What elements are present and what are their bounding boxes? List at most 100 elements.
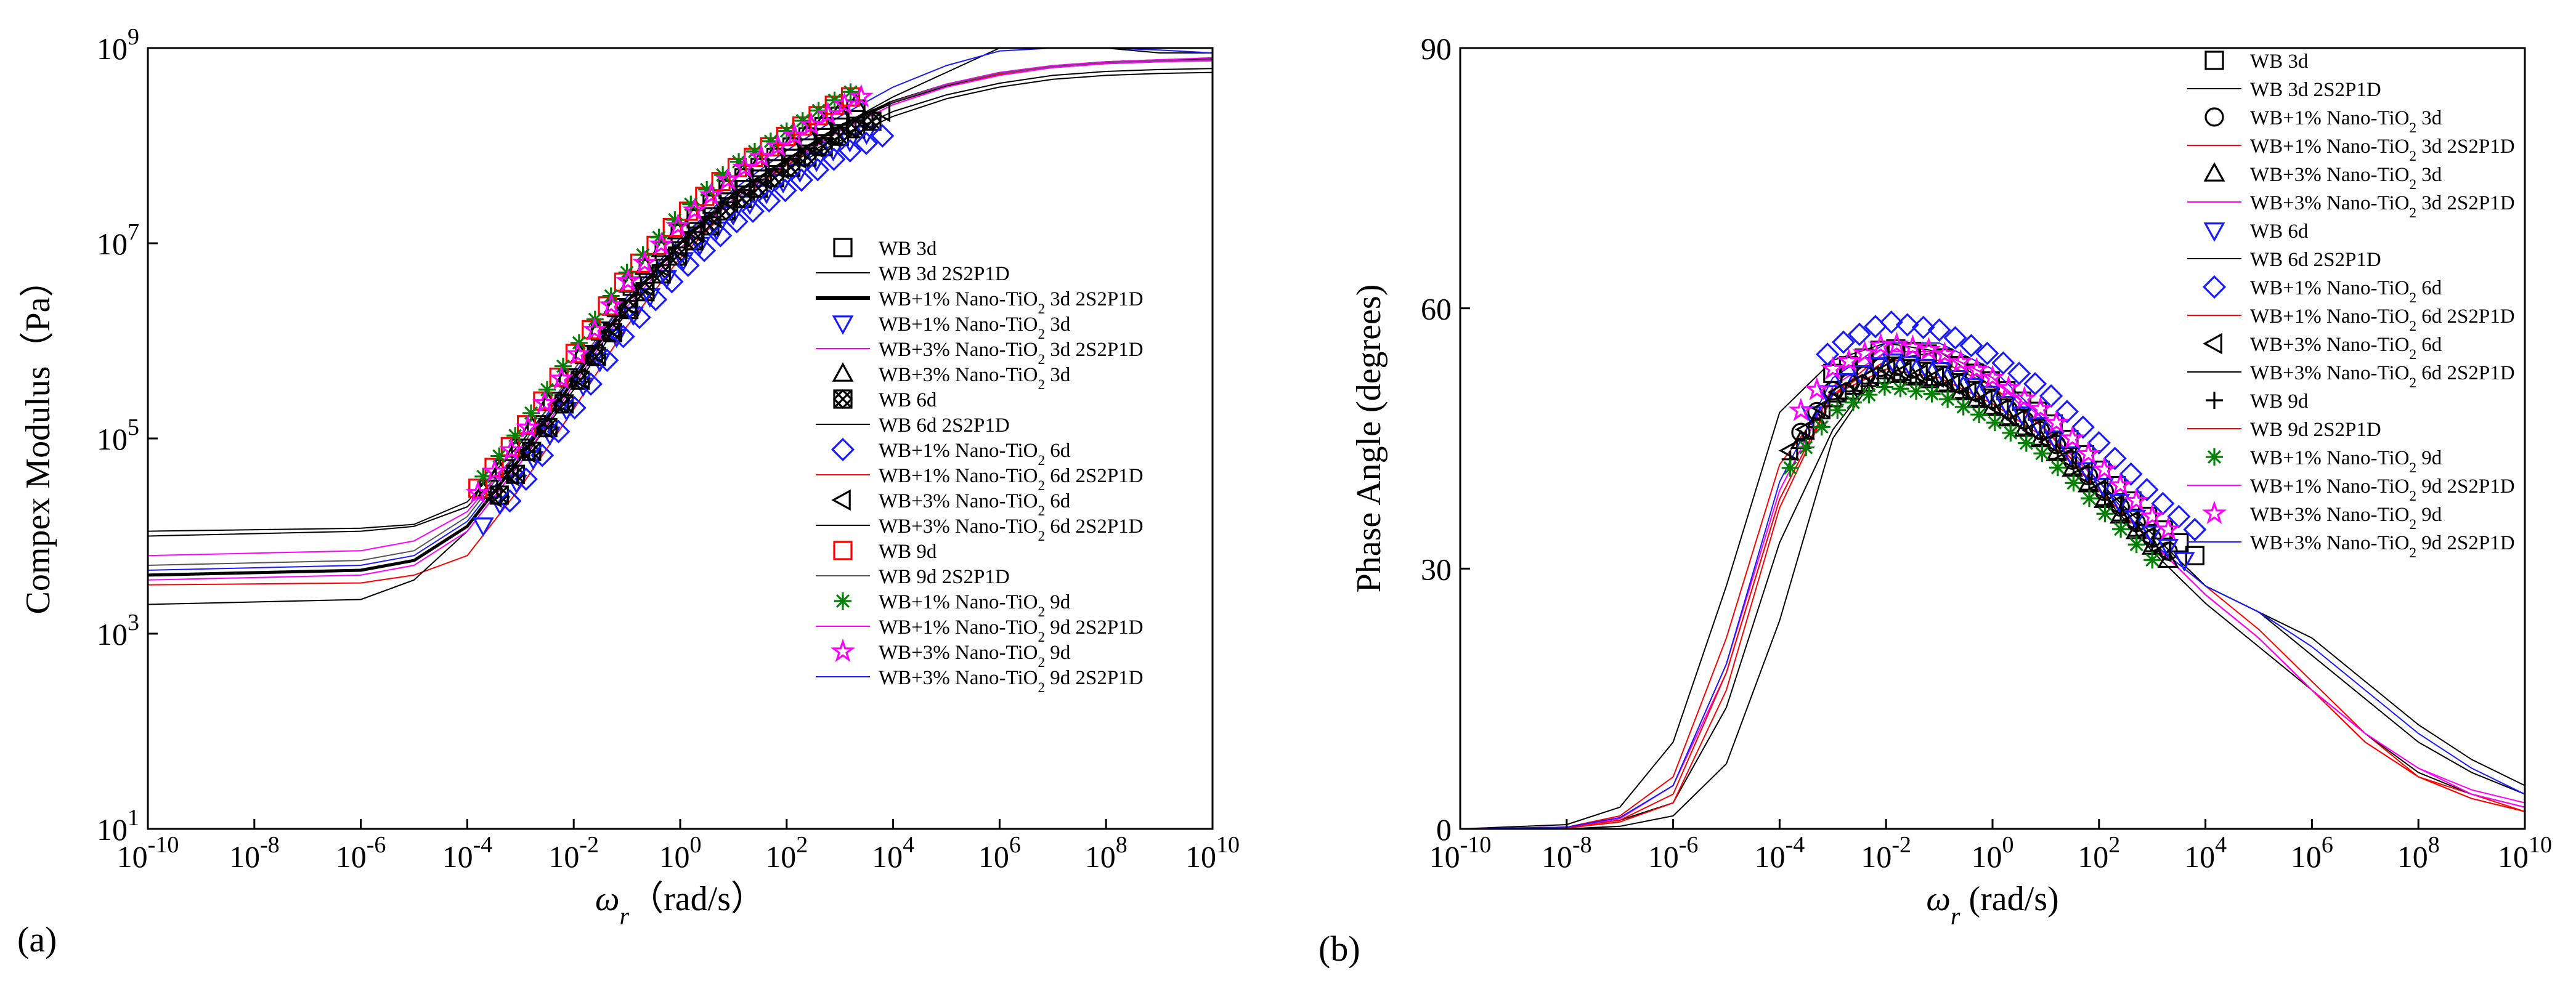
x-tick-label: 10-2 bbox=[548, 832, 599, 874]
point-wb-3-nano-tio2-9d bbox=[2156, 516, 2181, 541]
point-wb-1-nano-tio2-9d bbox=[1970, 406, 1988, 424]
series-wb-1-nano-tio2-9d bbox=[1781, 378, 2161, 569]
point-wb-3-nano-tio2-9d bbox=[1836, 348, 1861, 372]
legend-label: WB+1% Nano-TiO2 3d bbox=[2250, 107, 2442, 135]
point-wb-3-nano-tio2-9d bbox=[2124, 488, 2149, 512]
point-wb-1-nano-tio2-9d bbox=[2127, 536, 2145, 554]
curve-wb-1-nano-tio2-3d-2s2p1d bbox=[1460, 368, 2525, 829]
point-wb-3-nano-tio2-6d bbox=[786, 147, 807, 169]
series-wb-3-nano-tio2-6d bbox=[482, 100, 891, 508]
legend-label: WB 9d 2S2P1D bbox=[2250, 419, 2381, 441]
point-wb-1-nano-tio2-9d bbox=[1939, 390, 1957, 408]
point-wb-1-nano-tio2-6d bbox=[498, 489, 522, 513]
legend-item: WB 9d 2S2P1D bbox=[2187, 419, 2381, 441]
legend-item: WB+1% Nano-TiO2 3d bbox=[832, 313, 1071, 342]
point-wb-1-nano-tio2-9d bbox=[778, 122, 795, 140]
point-wb-6d bbox=[2011, 406, 2033, 426]
point-wb-3-nano-tio2-9d bbox=[582, 317, 607, 341]
legend-label: WB 3d 2S2P1D bbox=[2250, 79, 2381, 101]
point-wb-1-nano-tio2-9d bbox=[1781, 459, 1799, 477]
point-wb-6d bbox=[521, 441, 542, 462]
point-wb-1-nano-tio2-9d bbox=[538, 381, 556, 398]
point-wb-3-nano-tio2-9d bbox=[1916, 337, 1941, 361]
chart-panel-a: 10-10 10-8 10-6 10-4 10-2 100 102 104 106 108 1010… bbox=[19, 24, 1240, 930]
legend-label: WB+3% Nano-TiO2 3d 2S2P1D bbox=[879, 339, 1144, 367]
legend-label: WB+1% Nano-TiO2 9d bbox=[2250, 447, 2442, 475]
point-wb-3-nano-tio2-6d bbox=[482, 486, 502, 508]
series-wb-1-nano-tio2-3d bbox=[472, 125, 877, 537]
legend-item: WB+3% Nano-TiO2 6d bbox=[831, 489, 1071, 519]
point-wb-3-nano-tio2-9d bbox=[1788, 397, 1814, 421]
point-wb-3-nano-tio2-9d bbox=[815, 101, 840, 125]
x-tick-label: 10-4 bbox=[442, 832, 493, 874]
point-wb-6d bbox=[2076, 462, 2098, 482]
point-wb-1-nano-tio2-9d bbox=[570, 334, 588, 352]
point-wb-6d bbox=[732, 188, 752, 209]
legend-item: WB 9d 2S2P1D bbox=[816, 566, 1010, 588]
point-wb-3-nano-tio2-9d bbox=[598, 292, 624, 316]
y-tick-label: 103 bbox=[97, 610, 139, 652]
legend-label: WB+3% Nano-TiO2 3d bbox=[2250, 164, 2442, 192]
plot-frame bbox=[147, 47, 1214, 830]
point-wb-3-nano-tio2-9d bbox=[1852, 340, 1877, 365]
point-wb-1-nano-tio2-9d bbox=[2112, 520, 2130, 538]
y-axis-label: Phase Angle (degrees) bbox=[1350, 285, 1388, 593]
point-wb-6d bbox=[2141, 525, 2163, 545]
point-wb-1-nano-tio2-9d bbox=[794, 112, 811, 130]
point-wb-3-nano-tio2-6d bbox=[668, 238, 688, 260]
x-tick-label: 104 bbox=[872, 832, 914, 874]
point-wb-1-nano-tio2-9d bbox=[762, 132, 779, 150]
point-wb-3-nano-tio2-6d bbox=[1924, 366, 1944, 388]
point-wb-1-nano-tio2-6d bbox=[1879, 310, 1903, 334]
point-wb-1-nano-tio2-9d bbox=[2065, 474, 2082, 492]
x-axis-label: ωr（rad/s） bbox=[595, 880, 765, 930]
legend-label: WB 6d bbox=[2250, 220, 2309, 243]
point-wb-3-nano-tio2-9d bbox=[2012, 386, 2037, 410]
legend-label: WB+3% Nano-TiO2 9d 2S2P1D bbox=[879, 667, 1144, 695]
point-wb-6d bbox=[2157, 539, 2179, 559]
x-tick-label: 10-10 bbox=[117, 832, 179, 874]
point-wb-1-nano-tio2-9d bbox=[2081, 490, 2099, 507]
legend-marker-swatch bbox=[2203, 222, 2225, 242]
legend-label: WB+1% Nano-TiO2 3d bbox=[879, 313, 1071, 342]
legend-item: WB+3% Nano-TiO2 6d 2S2P1D bbox=[2187, 362, 2515, 390]
point-wb-6d bbox=[699, 216, 720, 236]
x-tick-label: 1010 bbox=[2498, 832, 2552, 874]
point-wb-1-nano-tio2-6d bbox=[2087, 430, 2111, 455]
point-wb-1-nano-tio2-9d bbox=[746, 143, 763, 161]
point-wb-3-nano-tio2-9d bbox=[1820, 356, 1845, 380]
point-wb-1-nano-tio2-9d bbox=[2096, 505, 2114, 523]
point-wb-3-nano-tio2-9d bbox=[1932, 341, 1957, 365]
point-wb-3-nano-tio2-6d bbox=[837, 116, 857, 138]
legend-item: WB+3% Nano-TiO2 9d 2S2P1D bbox=[816, 667, 1144, 695]
point-wb-3-nano-tio2-6d bbox=[871, 100, 891, 123]
point-wb-3-nano-tio2-9d bbox=[732, 155, 757, 179]
point-wb-3-nano-tio2-9d bbox=[2044, 410, 2069, 434]
series-wb-6d bbox=[489, 111, 882, 506]
panel-b-label: (b) bbox=[1318, 929, 1360, 969]
point-wb-6d bbox=[554, 394, 574, 414]
point-wb-3-nano-tio2-9d bbox=[515, 414, 540, 438]
point-wb-1-nano-tio2-6d bbox=[773, 179, 797, 203]
series-wb-3-nano-tio2-9d bbox=[465, 84, 874, 504]
point-wb-3-nano-tio2-9d bbox=[765, 133, 790, 157]
legend-marker-swatch bbox=[2202, 275, 2227, 299]
point-wb-3-nano-tio2-9d bbox=[832, 91, 857, 115]
x-tick-label: 102 bbox=[2078, 832, 2120, 874]
legend-item: WB 3d 2S2P1D bbox=[2187, 79, 2381, 101]
point-wb-3-nano-tio2-9d bbox=[2140, 503, 2165, 527]
point-wb-1-nano-tio2-9d bbox=[506, 427, 524, 445]
point-wb-3-nano-tio2-6d bbox=[567, 367, 587, 389]
point-wb-1-nano-tio2-9d bbox=[666, 211, 684, 228]
point-wb-1-nano-tio2-9d bbox=[650, 228, 668, 246]
point-wb-1-nano-tio2-3d bbox=[1823, 381, 1843, 401]
point-wb-3-nano-tio2-6d bbox=[2135, 526, 2155, 548]
legend-item: WB+3% Nano-TiO2 6d bbox=[2203, 333, 2442, 362]
point-wb-1-nano-tio2-9d bbox=[474, 467, 492, 485]
point-wb-6d bbox=[537, 418, 558, 438]
point-wb-1-nano-tio2-3d bbox=[472, 517, 494, 537]
series-wb-3-nano-tio2-6d bbox=[1778, 358, 2171, 562]
chart-panel-b: 10-10 10-8 10-6 10-4 10-2 100 102 104 106 108 1010… bbox=[1350, 31, 2552, 930]
point-wb-1-nano-tio2-9d bbox=[490, 447, 508, 465]
point-wb-3-nano-tio2-9d bbox=[548, 365, 574, 390]
